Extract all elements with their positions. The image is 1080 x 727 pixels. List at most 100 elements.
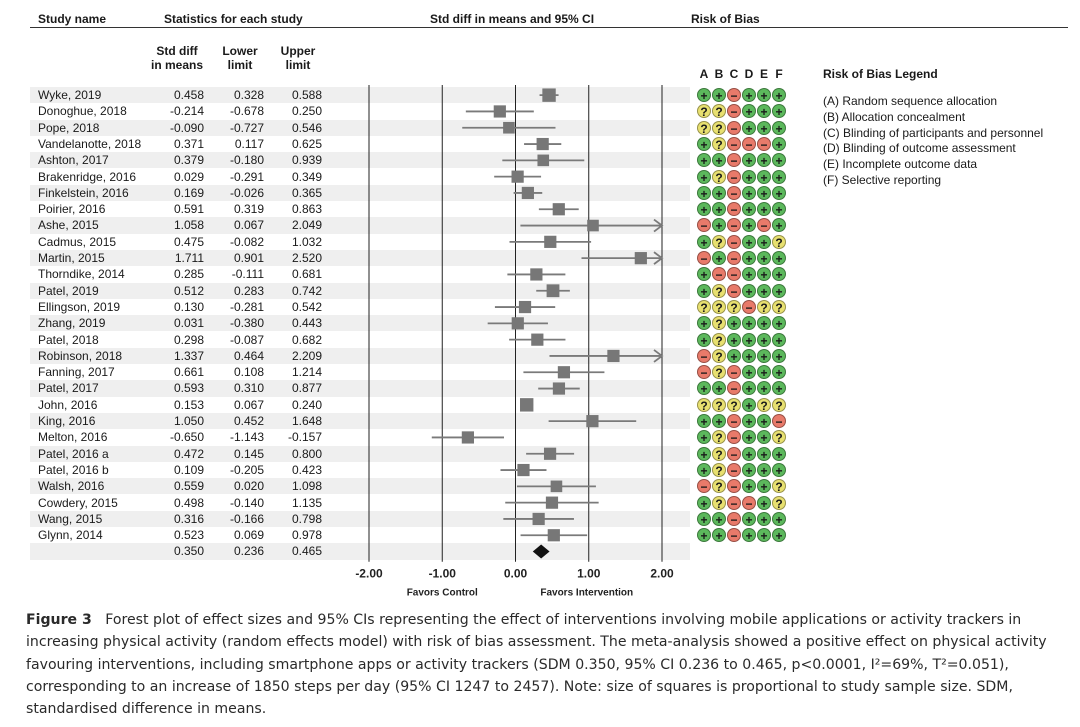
rob-indicator: +: [697, 153, 711, 168]
rob-indicator: +: [757, 462, 771, 478]
rob-indicator: +: [727, 332, 741, 348]
study-upper: 0.800: [291, 446, 322, 461]
study-name: Melton, 2016: [38, 430, 108, 445]
rob-indicator: +: [772, 446, 786, 462]
x-tick-label: 0.00: [504, 567, 528, 581]
study-smd: 0.661: [173, 365, 204, 380]
study-name: Thorndike, 2014: [38, 267, 125, 282]
effect-square: [511, 317, 524, 330]
header-statistics: Statistics for each study: [164, 12, 303, 26]
study-upper: 0.978: [291, 528, 322, 543]
study-name: Martin, 2015: [38, 251, 105, 265]
study-name: Patel, 2016 a: [38, 446, 109, 461]
rob-indicator: −: [772, 414, 786, 429]
rob-indicator: ?: [712, 495, 726, 511]
rob-indicator: +: [757, 414, 771, 429]
caption-text: Forest plot of effect sizes and 95% CIs …: [26, 612, 1047, 718]
rob-indicator: +: [697, 414, 711, 429]
rob-indicator: +: [772, 267, 786, 282]
study-smd: 0.498: [173, 495, 204, 510]
study-name: Patel, 2019: [38, 283, 99, 298]
rob-indicator: −: [727, 365, 741, 380]
study-smd: 0.591: [173, 202, 204, 217]
legend-item: (D) Blinding of outcome assessment: [823, 141, 1016, 156]
study-upper: 0.365: [291, 185, 322, 200]
study-name: John, 2016: [38, 397, 98, 412]
rob-indicator: +: [712, 185, 726, 201]
rob-indicator: ?: [712, 348, 726, 364]
rob-indicator: +: [757, 511, 771, 527]
row-band: [30, 217, 690, 234]
rob-indicator: +: [712, 218, 726, 233]
rob-indicator: +: [742, 316, 756, 331]
study-lower: 0.319: [233, 202, 264, 217]
rob-indicator: −: [727, 414, 741, 429]
row-band: [30, 445, 690, 462]
rob-indicator: −: [727, 479, 741, 494]
rob-indicator: +: [697, 430, 711, 445]
rob-indicator: ?: [697, 104, 711, 119]
rob-indicator: +: [742, 218, 756, 233]
rob-indicator: +: [772, 332, 786, 348]
effect-square: [531, 333, 544, 346]
rob-indicator: +: [757, 169, 771, 185]
study-upper: 2.049: [291, 218, 322, 233]
rob-indicator: +: [772, 104, 786, 119]
study-upper: 1.032: [291, 234, 322, 249]
study-smd: 0.169: [173, 185, 204, 200]
rob-indicator: ?: [697, 120, 711, 136]
study-lower: 0.464: [233, 348, 264, 363]
rob-indicator: +: [757, 283, 771, 299]
ci-arrow: [653, 218, 664, 233]
rob-indicator: +: [772, 348, 786, 364]
rob-column-label: C: [729, 67, 739, 81]
rob-indicator: +: [772, 88, 786, 103]
row-band: [30, 87, 690, 104]
study-lower: 0.145: [233, 446, 264, 461]
study-name: Patel, 2018: [38, 332, 99, 347]
study-smd: 0.523: [173, 528, 204, 543]
rob-indicator: +: [697, 495, 711, 511]
rob-indicator: +: [712, 153, 726, 168]
study-smd: 0.371: [173, 136, 204, 151]
study-lower: -0.140: [229, 495, 264, 510]
rob-indicator: −: [727, 283, 741, 299]
rob-indicator: +: [742, 430, 756, 445]
rob-indicator: ?: [712, 234, 726, 250]
rob-indicator: −: [727, 218, 741, 233]
study-smd: -0.090: [169, 120, 204, 135]
study-name: Pope, 2018: [38, 120, 100, 135]
rob-indicator: +: [712, 88, 726, 103]
study-smd: 0.153: [173, 397, 204, 412]
study-smd: 0.458: [173, 88, 204, 102]
legend-item: (F) Selective reporting: [823, 173, 942, 187]
rob-indicator: +: [712, 528, 726, 543]
study-smd: 1.050: [173, 414, 204, 428]
rob-indicator: ?: [712, 169, 726, 185]
study-upper: 0.546: [291, 120, 322, 135]
rob-indicator: +: [757, 88, 771, 103]
study-name: Patel, 2017: [38, 381, 99, 396]
study-smd: 0.316: [173, 511, 204, 526]
rob-indicator: −: [727, 446, 741, 462]
effect-square: [587, 219, 599, 232]
x-tick-label: -1.00: [429, 567, 457, 581]
study-smd: 0.593: [173, 381, 204, 396]
study-lower: -0.087: [229, 332, 264, 347]
study-upper: 0.798: [291, 511, 322, 526]
rob-indicator: +: [757, 251, 771, 266]
legend-item: (B) Allocation concealment: [823, 109, 966, 124]
study-upper: 0.863: [291, 202, 322, 217]
rob-indicator: +: [757, 348, 771, 364]
study-smd: -0.214: [169, 104, 204, 119]
study-upper: 0.877: [291, 381, 322, 396]
rob-indicator: ?: [727, 397, 741, 413]
effect-square: [511, 170, 524, 183]
rob-indicator: +: [712, 202, 726, 217]
effect-square: [461, 431, 474, 444]
rob-indicator: +: [697, 332, 711, 348]
rob-indicator: ?: [772, 397, 786, 413]
study-smd: 0.029: [173, 169, 204, 184]
study-lower: -1.143: [229, 430, 264, 445]
effect-square: [546, 284, 560, 298]
